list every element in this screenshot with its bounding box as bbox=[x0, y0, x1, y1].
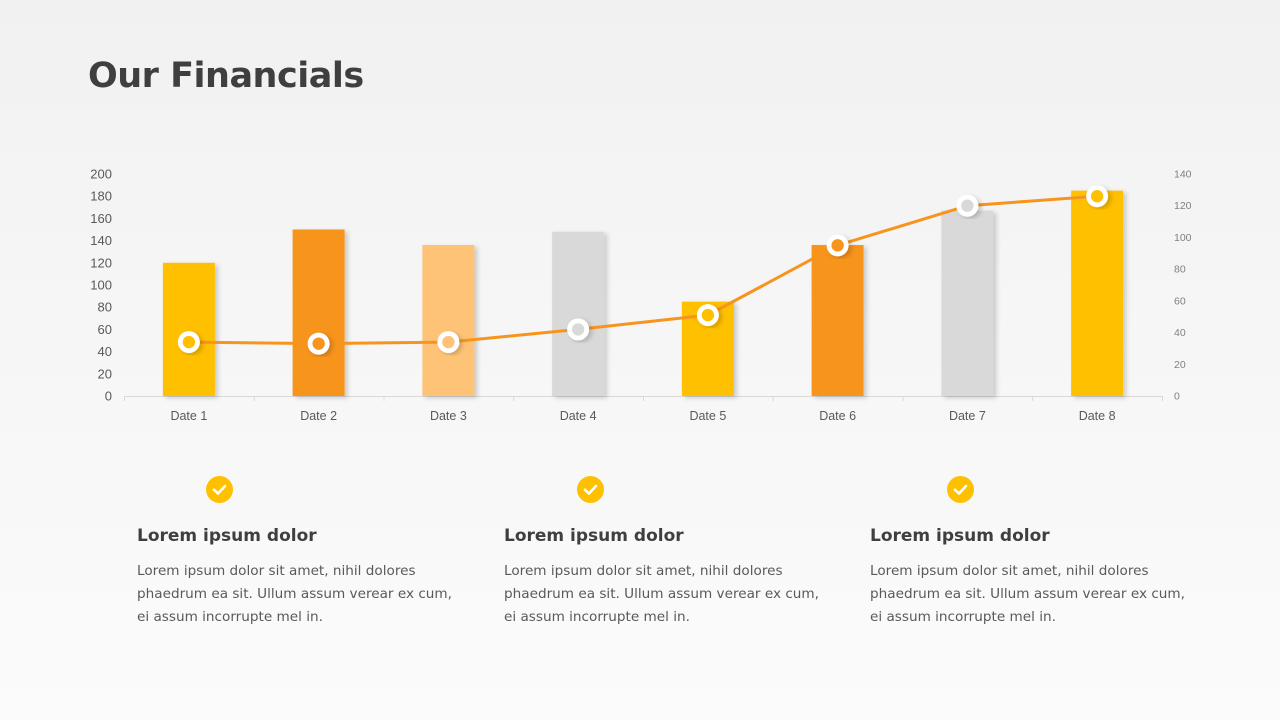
x-axis: Date 1 Date 2 Date 3 Date 4 Date 5 Date 6 Date… bbox=[124, 396, 1163, 423]
feature-body: Lorem ipsum dolor sit amet, nihil dolore… bbox=[870, 563, 1185, 625]
category-label: Date 6 bbox=[819, 409, 856, 423]
financials-chart: 0 20 40 60 80 100 120 140 160 180 200 0 20 40 60 80 100… bbox=[90, 167, 1192, 424]
bar bbox=[1071, 190, 1124, 396]
left-tick-label: 180 bbox=[90, 189, 112, 204]
feature-title: Lorem ipsum dolor bbox=[137, 526, 317, 546]
left-tick-label: 160 bbox=[90, 211, 112, 226]
line-marker bbox=[701, 308, 715, 322]
left-tick-label: 20 bbox=[98, 366, 112, 381]
bar bbox=[811, 245, 864, 396]
category-label: Date 8 bbox=[1079, 409, 1116, 423]
category-label: Date 5 bbox=[689, 409, 726, 423]
left-tick-label: 120 bbox=[90, 255, 112, 270]
line-marker bbox=[442, 335, 455, 349]
right-tick-label: 80 bbox=[1174, 264, 1186, 276]
check-circle-icon bbox=[577, 476, 604, 503]
left-tick-label: 140 bbox=[90, 233, 112, 248]
right-tick-label: 140 bbox=[1174, 169, 1192, 181]
right-tick-label: 20 bbox=[1174, 359, 1186, 371]
right-tick-label: 40 bbox=[1174, 327, 1186, 339]
right-tick-label: 60 bbox=[1174, 295, 1186, 307]
check-circle-icon bbox=[947, 476, 974, 503]
left-tick-label: 100 bbox=[90, 278, 112, 293]
line-marker bbox=[1090, 190, 1104, 203]
right-y-axis: 0 20 40 60 80 100 120 140 bbox=[1174, 169, 1192, 403]
category-label: Date 7 bbox=[949, 409, 986, 423]
line-markers bbox=[177, 185, 1109, 355]
feature-title: Lorem ipsum dolor bbox=[870, 526, 1050, 546]
line-series bbox=[188, 194, 1098, 346]
category-label: Date 3 bbox=[430, 409, 467, 423]
line-marker bbox=[831, 239, 844, 252]
left-tick-label: 40 bbox=[98, 344, 112, 359]
page-title: Our Financials bbox=[88, 56, 364, 96]
feature-body: Lorem ipsum dolor sit amet, nihil dolore… bbox=[137, 563, 452, 625]
left-tick-label: 0 bbox=[105, 389, 112, 404]
line-path bbox=[188, 194, 1098, 346]
line-marker bbox=[312, 337, 325, 350]
line-marker bbox=[182, 335, 196, 349]
category-label: Date 4 bbox=[560, 409, 597, 423]
feature-body: Lorem ipsum dolor sit amet, nihil dolore… bbox=[504, 563, 819, 625]
bar bbox=[941, 210, 994, 396]
line-marker bbox=[571, 323, 585, 336]
category-label: Date 1 bbox=[170, 409, 207, 423]
right-tick-label: 120 bbox=[1174, 200, 1192, 212]
line-marker bbox=[961, 199, 974, 212]
bar-series bbox=[162, 190, 1124, 396]
category-label: Date 2 bbox=[300, 409, 337, 423]
bar bbox=[552, 231, 605, 396]
left-y-axis: 0 20 40 60 80 100 120 140 160 180 200 bbox=[90, 167, 112, 404]
right-tick-label: 100 bbox=[1174, 232, 1192, 244]
bar bbox=[292, 229, 345, 396]
left-tick-label: 200 bbox=[90, 167, 112, 182]
left-tick-label: 60 bbox=[98, 322, 112, 337]
bar bbox=[162, 262, 215, 396]
feature-title: Lorem ipsum dolor bbox=[504, 526, 684, 546]
check-circle-icon bbox=[206, 476, 233, 503]
right-tick-label: 0 bbox=[1174, 391, 1180, 403]
left-tick-label: 80 bbox=[98, 300, 112, 315]
bar bbox=[422, 245, 475, 396]
